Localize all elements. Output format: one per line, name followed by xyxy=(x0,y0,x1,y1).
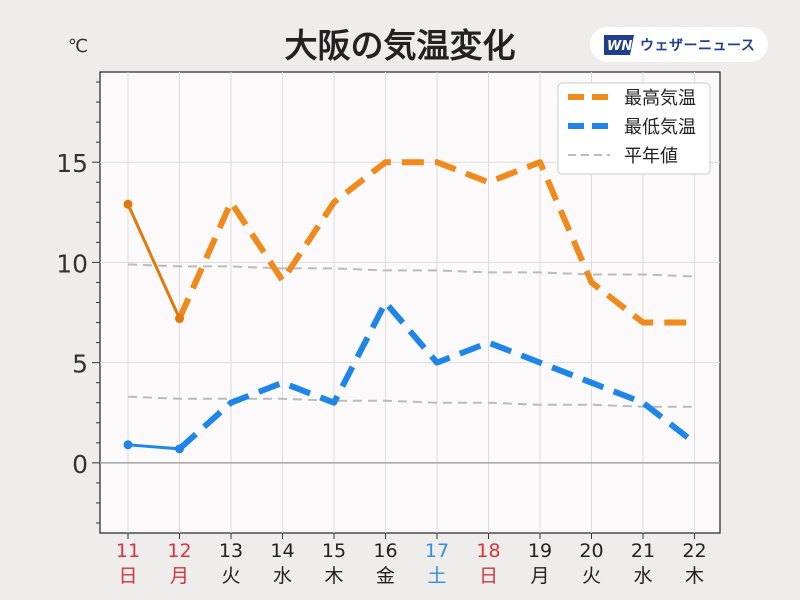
x-tick-weekday: 金 xyxy=(376,565,395,587)
weathernews-logo: WN ウェザーニュース xyxy=(590,27,768,62)
x-tick-date: 13 xyxy=(219,540,243,562)
x-tick-weekday: 水 xyxy=(633,565,652,587)
x-tick-weekday: 木 xyxy=(324,565,343,587)
y-tick-label: 15 xyxy=(56,149,88,178)
legend-max-label: 最高気温 xyxy=(624,88,696,109)
x-tick-date: 20 xyxy=(579,540,603,562)
x-tick-date: 12 xyxy=(167,540,191,562)
max-temp-observed-point xyxy=(123,199,133,209)
x-tick-weekday: 水 xyxy=(273,565,292,587)
legend-normal-label: 平年値 xyxy=(624,146,678,167)
y-tick-label: 5 xyxy=(72,350,88,379)
max-temp-observed-line xyxy=(126,203,181,320)
max-temp-observed-point xyxy=(175,314,184,324)
chart-title: 大阪の気温変化 xyxy=(285,26,516,65)
x-tick-date: 22 xyxy=(682,540,706,562)
max-temp-forecast-line xyxy=(176,159,695,326)
x-tick-weekday: 木 xyxy=(685,565,704,587)
x-tick-date: 11 xyxy=(116,540,140,562)
normal-line-high xyxy=(127,263,695,278)
x-tick-date: 19 xyxy=(528,540,552,562)
legend-box xyxy=(557,82,711,175)
x-tick-weekday: 日 xyxy=(479,565,498,587)
wn-logo-icon: WN xyxy=(604,34,634,55)
x-tick-date: 14 xyxy=(270,540,294,562)
y-tick-label: 0 xyxy=(72,450,88,479)
x-tick-weekday: 月 xyxy=(530,565,549,587)
min-temp-observed-line xyxy=(127,443,180,451)
x-tick-weekday: 日 xyxy=(118,565,137,587)
x-tick-date: 18 xyxy=(476,540,500,562)
x-tick-weekday: 月 xyxy=(170,565,189,587)
legend-min-label: 最低気温 xyxy=(624,117,696,138)
y-axis-unit: ℃ xyxy=(68,36,88,57)
brand-name: ウェザーニュース xyxy=(640,37,756,54)
x-tick-weekday: 火 xyxy=(582,565,601,587)
x-tick-weekday: 土 xyxy=(427,565,446,587)
x-tick-date: 17 xyxy=(425,540,449,562)
x-tick-date: 16 xyxy=(373,540,397,562)
min-temp-forecast-line xyxy=(177,299,697,452)
svg-text:WN: WN xyxy=(607,39,632,54)
x-tick-date: 21 xyxy=(631,540,655,562)
min-temp-observed-point xyxy=(175,444,184,454)
x-tick-date: 15 xyxy=(322,540,346,562)
normal-line-low xyxy=(127,395,695,408)
min-temp-observed-point xyxy=(123,440,133,450)
x-tick-weekday: 火 xyxy=(221,565,240,587)
y-tick-label: 10 xyxy=(56,249,88,278)
